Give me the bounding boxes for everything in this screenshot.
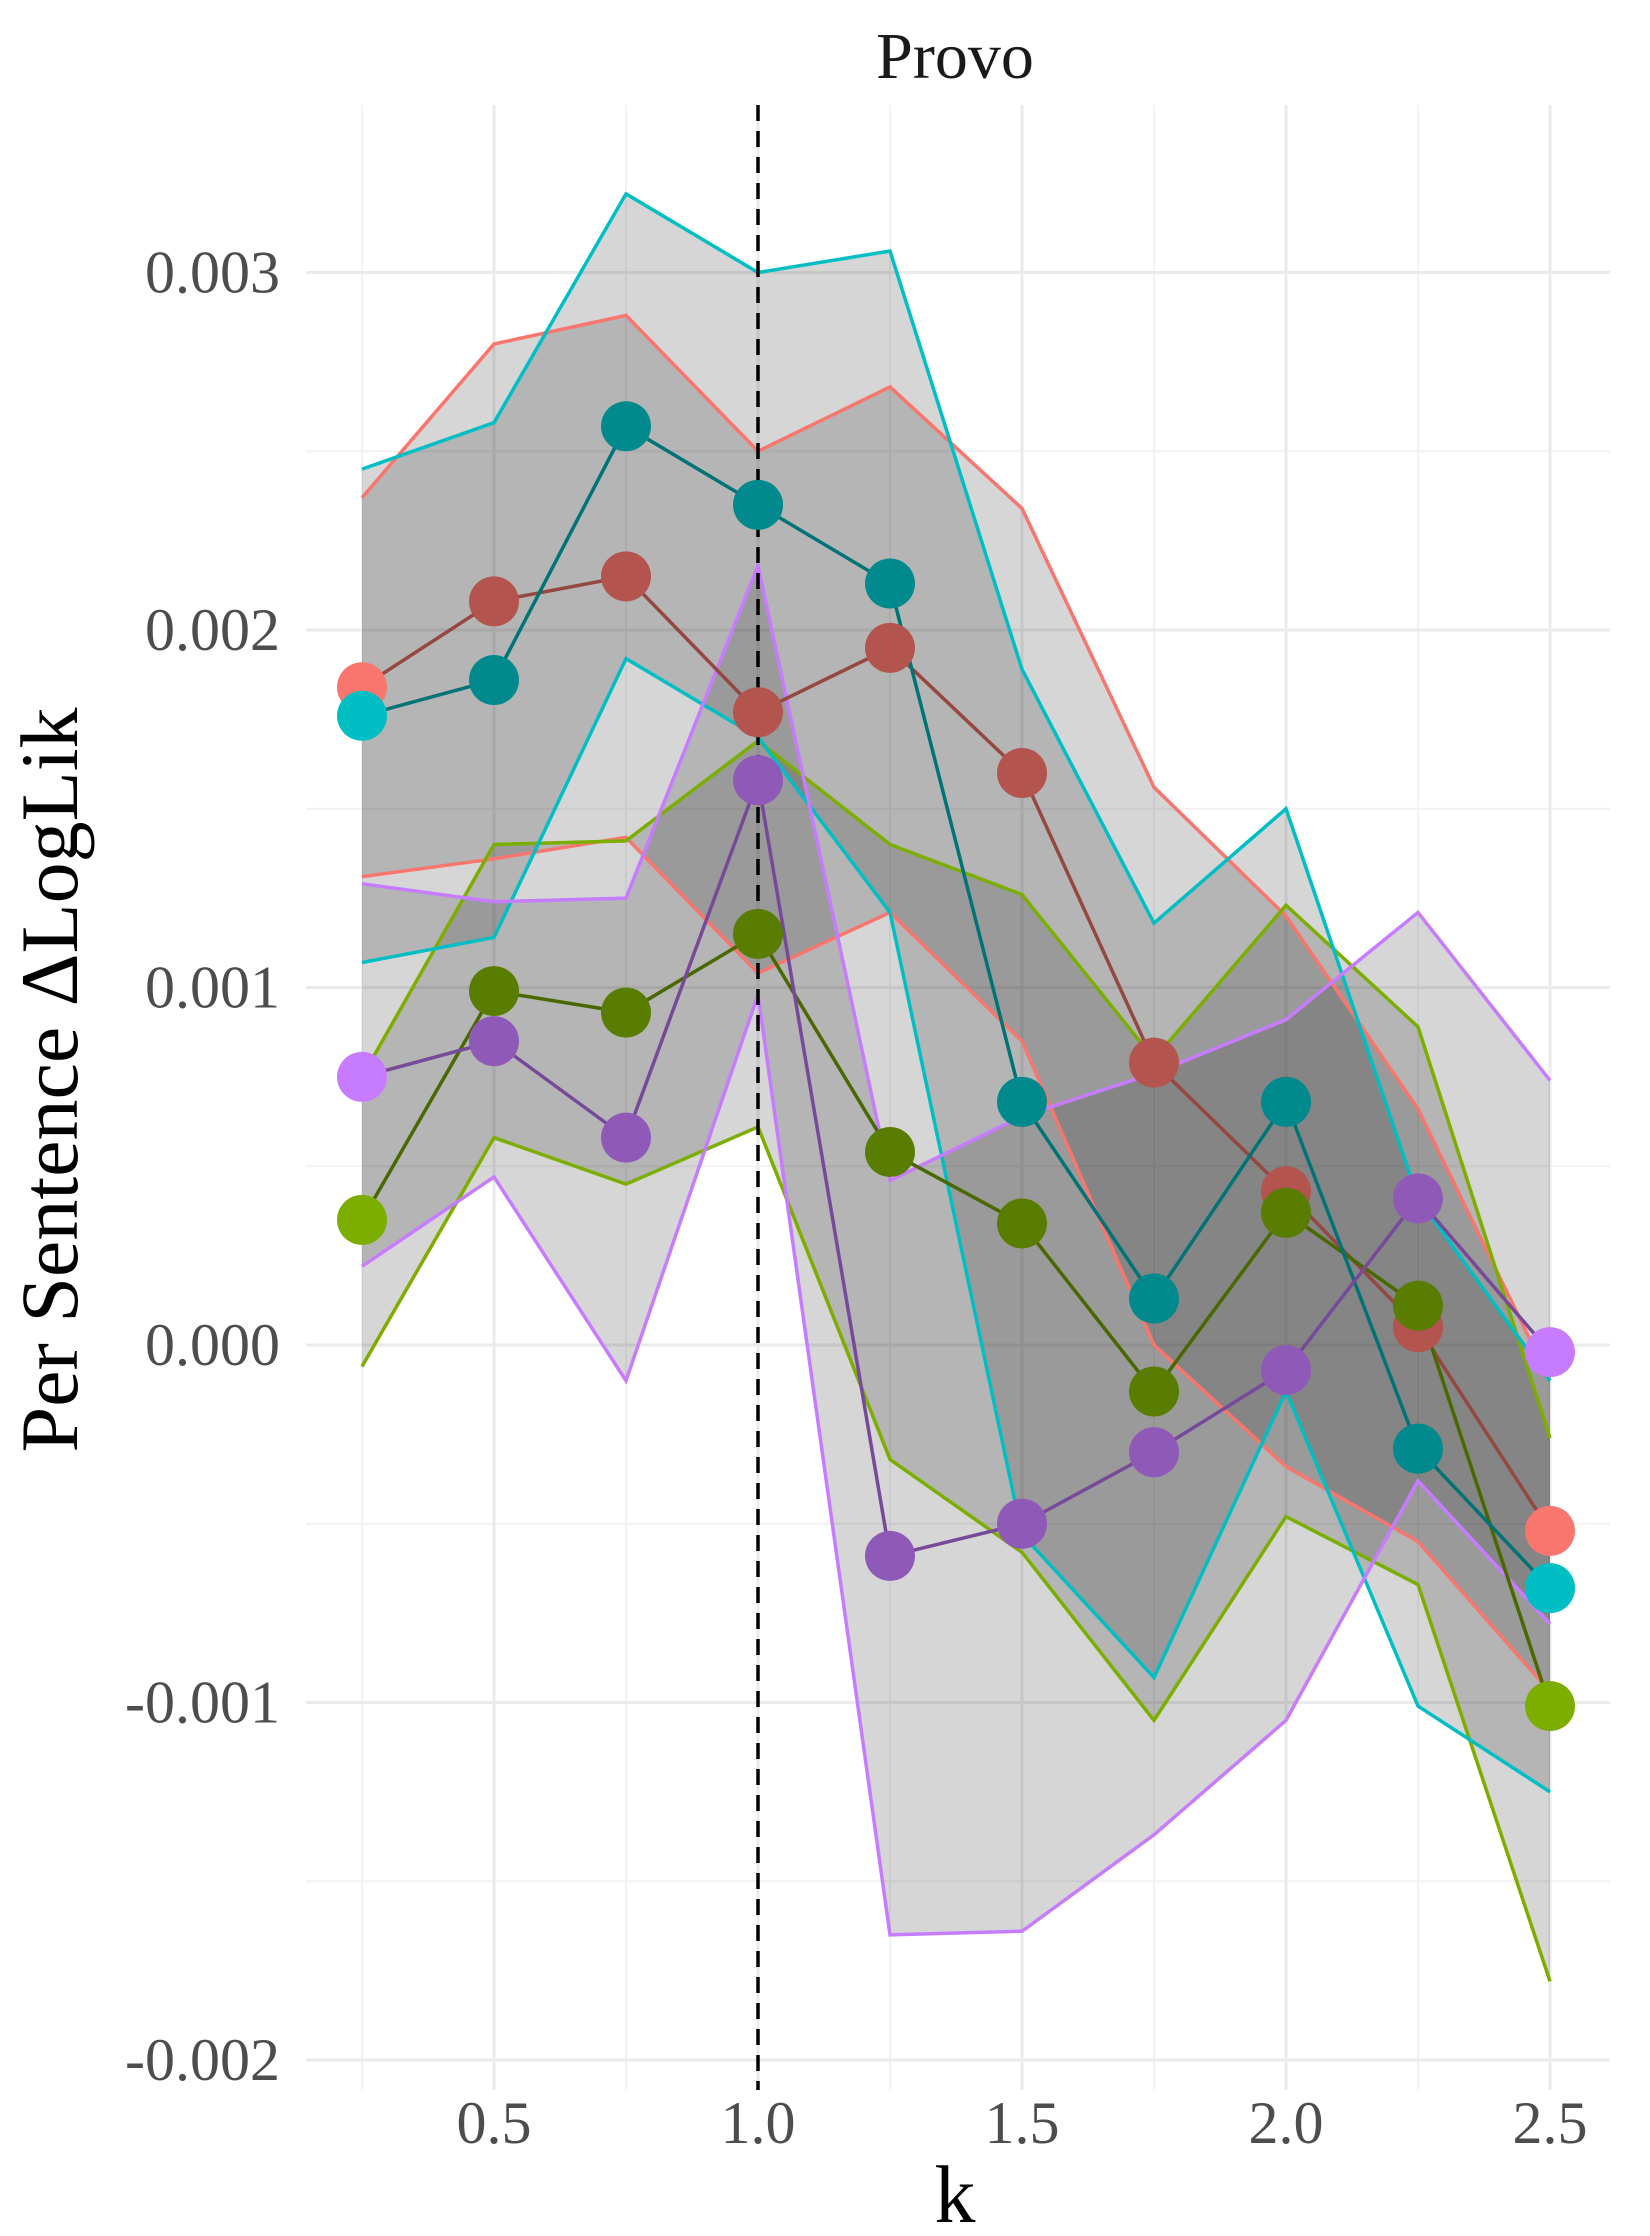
data-point-series-4 bbox=[733, 755, 783, 806]
data-point-series-2 bbox=[1393, 1280, 1443, 1331]
confidence-band-series-4 bbox=[362, 565, 1550, 1935]
mean-line-series-2 bbox=[360, 931, 1552, 1707]
y-axis-title: Per Sentence ΔLogLik bbox=[4, 708, 95, 1453]
data-point-series-4 bbox=[1393, 1173, 1443, 1224]
x-tick-label: 1.0 bbox=[721, 2090, 796, 2156]
data-point-series-3 bbox=[337, 690, 387, 741]
data-point-series-3 bbox=[1393, 1423, 1443, 1474]
data-point-series-4 bbox=[601, 1112, 651, 1163]
data-point-series-3 bbox=[997, 1076, 1047, 1127]
data-points bbox=[337, 401, 1575, 1732]
data-point-series-3 bbox=[733, 479, 783, 530]
data-point-series-2 bbox=[733, 908, 783, 959]
data-point-series-2 bbox=[337, 1194, 387, 1245]
data-point-series-3 bbox=[865, 558, 915, 609]
x-tick-label: 2.0 bbox=[1249, 2090, 1324, 2156]
data-point-series-1 bbox=[865, 622, 915, 673]
y-tick-label: -0.001 bbox=[125, 1670, 280, 1736]
data-point-series-4 bbox=[1261, 1345, 1311, 1396]
data-point-series-1 bbox=[1129, 1037, 1179, 1088]
series-lines bbox=[360, 423, 1552, 1707]
x-tick-label: 2.5 bbox=[1513, 2090, 1588, 2156]
y-tick-label: 0.003 bbox=[145, 240, 280, 306]
data-point-series-2 bbox=[469, 966, 519, 1017]
data-point-series-3 bbox=[1129, 1273, 1179, 1324]
tick-labels: 0.5 1.0 1.5 2.0 2.5 -0.002 -0.001 0.000 0.001 0.0… bbox=[125, 240, 1587, 2157]
mean-line-series-3 bbox=[361, 423, 1552, 1590]
data-point-series-2 bbox=[601, 987, 651, 1038]
lower-bound-series-4 bbox=[361, 994, 1552, 1937]
y-tick-label: -0.002 bbox=[125, 2027, 280, 2093]
upper-bound-series-4 bbox=[361, 559, 1552, 1184]
upper-bound-series-3 bbox=[361, 191, 1552, 1382]
data-point-series-4 bbox=[1129, 1427, 1179, 1478]
confidence-band-series-1 bbox=[362, 315, 1550, 1692]
y-tick-label: 0.001 bbox=[145, 955, 280, 1021]
data-point-series-3 bbox=[601, 401, 651, 452]
data-point-series-2 bbox=[1525, 1681, 1575, 1732]
data-point-series-3 bbox=[1261, 1076, 1311, 1127]
lower-bound-series-3 bbox=[361, 656, 1551, 1794]
data-point-series-1 bbox=[601, 551, 651, 602]
data-point-series-1 bbox=[469, 576, 519, 627]
x-axis-title: k bbox=[935, 2149, 976, 2236]
data-point-series-4 bbox=[997, 1498, 1047, 1549]
data-point-series-4 bbox=[1525, 1327, 1575, 1378]
band-borders bbox=[360, 191, 1552, 1982]
data-point-series-1 bbox=[733, 687, 783, 738]
data-point-series-3 bbox=[1525, 1563, 1575, 1614]
mean-line-series-4 bbox=[361, 773, 1552, 1559]
x-tick-label: 1.5 bbox=[985, 2090, 1060, 2156]
upper-bound-series-1 bbox=[360, 313, 1552, 1382]
data-point-series-4 bbox=[865, 1530, 915, 1581]
data-point-series-1 bbox=[1525, 1505, 1575, 1556]
data-point-series-4 bbox=[469, 1016, 519, 1067]
data-point-series-2 bbox=[865, 1126, 915, 1177]
data-point-series-2 bbox=[1261, 1187, 1311, 1238]
facet-title: Provo bbox=[876, 20, 1034, 93]
y-tick-label: 0.002 bbox=[145, 597, 280, 663]
data-point-series-1 bbox=[997, 748, 1047, 798]
y-tick-label: 0.000 bbox=[145, 1312, 280, 1378]
data-point-series-2 bbox=[997, 1198, 1047, 1249]
lower-bound-series-1 bbox=[361, 835, 1552, 1693]
data-point-series-2 bbox=[1129, 1366, 1179, 1417]
data-point-series-3 bbox=[469, 655, 519, 706]
x-tick-label: 0.5 bbox=[457, 2090, 532, 2156]
data-point-series-4 bbox=[337, 1051, 387, 1102]
